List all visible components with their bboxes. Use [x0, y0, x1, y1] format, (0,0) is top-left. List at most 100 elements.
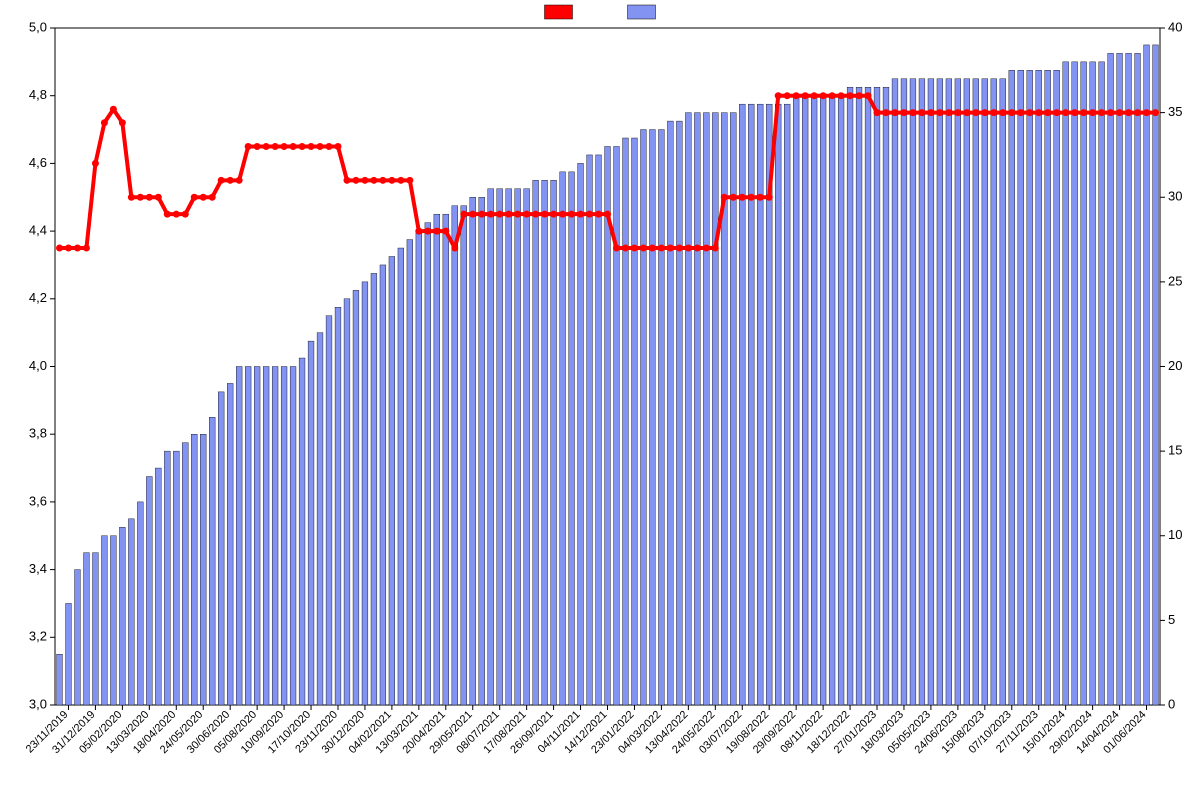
line-marker: [209, 194, 216, 201]
line-marker: [1089, 109, 1096, 116]
bar: [407, 240, 413, 705]
ytick-label-right: 10: [1168, 527, 1182, 542]
line-marker: [487, 211, 494, 218]
ytick-label-left: 3,0: [29, 696, 47, 711]
ytick-label-left: 3,4: [29, 561, 47, 576]
line-marker: [361, 177, 368, 184]
bar: [254, 367, 260, 706]
ytick-label-left: 3,6: [29, 493, 47, 508]
line-marker: [936, 109, 943, 116]
line-marker: [730, 194, 737, 201]
bar: [93, 553, 99, 705]
line-marker: [263, 143, 270, 150]
bar: [847, 87, 853, 705]
bar: [1126, 53, 1132, 705]
line-marker: [972, 109, 979, 116]
line-marker: [236, 177, 243, 184]
line-marker: [370, 177, 377, 184]
line-marker: [640, 245, 647, 252]
bar: [1054, 70, 1060, 705]
line-marker: [784, 92, 791, 99]
line-marker: [281, 143, 288, 150]
bar: [946, 79, 952, 705]
bar: [874, 87, 880, 705]
line-marker: [442, 228, 449, 235]
line-marker: [1080, 109, 1087, 116]
bar: [398, 248, 404, 705]
line-marker: [227, 177, 234, 184]
bar: [84, 553, 90, 705]
bar: [317, 333, 323, 705]
line-marker: [757, 194, 764, 201]
line-marker: [272, 143, 279, 150]
line-marker: [891, 109, 898, 116]
bar: [955, 79, 961, 705]
line-marker: [775, 92, 782, 99]
bar: [542, 180, 548, 705]
line-marker: [326, 143, 333, 150]
bar: [488, 189, 494, 705]
line-marker: [766, 194, 773, 201]
line-marker: [523, 211, 530, 218]
bar: [506, 189, 512, 705]
bar: [470, 197, 476, 705]
line-marker: [1107, 109, 1114, 116]
line-marker: [1035, 109, 1042, 116]
bar: [560, 172, 566, 705]
line-marker: [1053, 109, 1060, 116]
bar: [524, 189, 530, 705]
bar: [164, 451, 170, 705]
bar: [605, 146, 611, 705]
bar: [641, 130, 647, 705]
line-marker: [1008, 109, 1015, 116]
bar: [380, 265, 386, 705]
line-marker: [245, 143, 252, 150]
line-marker: [65, 245, 72, 252]
ytick-label-right: 25: [1168, 273, 1182, 288]
line-marker: [1098, 109, 1105, 116]
line-marker: [415, 228, 422, 235]
line-marker: [56, 245, 63, 252]
bar: [937, 79, 943, 705]
bar: [479, 197, 485, 705]
ytick-label-right: 15: [1168, 443, 1182, 458]
bar: [452, 206, 458, 705]
line-marker: [829, 92, 836, 99]
bar: [443, 214, 449, 705]
line-marker: [900, 109, 907, 116]
bar: [793, 96, 799, 705]
line-marker: [856, 92, 863, 99]
line-marker: [990, 109, 997, 116]
bar: [263, 367, 269, 706]
bar: [155, 468, 161, 705]
line-marker: [146, 194, 153, 201]
line-marker: [703, 245, 710, 252]
line-marker: [514, 211, 521, 218]
line-marker: [352, 177, 359, 184]
line-marker: [694, 245, 701, 252]
line-marker: [1143, 109, 1150, 116]
line-marker: [1116, 109, 1123, 116]
line-marker: [577, 211, 584, 218]
line-marker: [631, 245, 638, 252]
ytick-label-right: 30: [1168, 189, 1182, 204]
bar: [658, 130, 664, 705]
line-marker: [532, 211, 539, 218]
line-marker: [388, 177, 395, 184]
bar: [75, 570, 81, 705]
bar: [308, 341, 314, 705]
line-marker: [254, 143, 261, 150]
line-marker: [1026, 109, 1033, 116]
bar: [676, 121, 682, 705]
bar: [66, 603, 72, 705]
bar: [344, 299, 350, 705]
bar: [775, 104, 781, 705]
line-marker: [128, 194, 135, 201]
bar: [1081, 62, 1087, 705]
bar: [1072, 62, 1078, 705]
bar: [1153, 45, 1159, 705]
ytick-label-left: 3,8: [29, 426, 47, 441]
bar: [434, 214, 440, 705]
bar: [326, 316, 332, 705]
line-marker: [811, 92, 818, 99]
